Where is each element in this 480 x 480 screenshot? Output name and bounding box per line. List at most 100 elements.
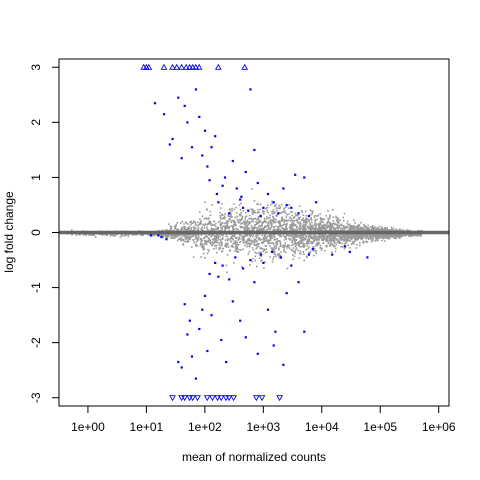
- y-tick-label: -1: [29, 282, 43, 293]
- significant-point: [348, 250, 351, 253]
- significant-point: [262, 206, 265, 209]
- significant-point: [221, 264, 224, 267]
- clipped-markers: [140, 63, 283, 402]
- significant-point: [186, 333, 189, 336]
- significant-point: [285, 204, 288, 207]
- significant-point: [307, 253, 310, 256]
- clipped-up-marker: [182, 63, 190, 70]
- significant-point: [210, 146, 213, 149]
- x-axis: 1e+00 1e+01 1e+02 1e+03 1e+04 1e+05 1e+06: [71, 406, 456, 434]
- significant-point: [277, 212, 280, 215]
- significant-point: [247, 209, 250, 212]
- y-axis-title: log fold change: [2, 191, 16, 273]
- significant-point: [183, 104, 186, 107]
- clipped-down-marker: [258, 395, 266, 402]
- significant-point: [157, 234, 160, 237]
- y-tick-label: 1: [29, 174, 43, 181]
- significant-point: [266, 308, 270, 311]
- significant-point: [285, 292, 288, 295]
- significant-point: [256, 181, 259, 185]
- significant-point: [244, 336, 247, 339]
- significant-point: [168, 143, 171, 146]
- significant-point: [183, 303, 186, 306]
- clipped-down-marker: [203, 395, 211, 402]
- significant-point: [242, 206, 245, 209]
- significant-point: [262, 261, 265, 264]
- significant-point: [180, 366, 183, 369]
- significant-point: [249, 259, 252, 262]
- significant-point: [303, 330, 306, 333]
- significant-point: [210, 314, 213, 317]
- grey-points: [66, 188, 423, 274]
- significant-point: [190, 355, 194, 358]
- significant-point: [259, 215, 262, 218]
- x-tick-label: 1e+06: [422, 420, 456, 434]
- clipped-down-marker: [214, 395, 221, 402]
- clipped-up-marker: [178, 63, 185, 70]
- significant-point: [214, 135, 217, 138]
- clipped-down-marker: [276, 395, 283, 402]
- significant-point: [266, 192, 270, 196]
- x-tick-label: 1e+05: [363, 420, 397, 434]
- significant-point: [217, 275, 220, 278]
- clipped-down-marker: [225, 395, 233, 402]
- clipped-up-marker: [195, 63, 203, 70]
- significant-point: [331, 253, 334, 256]
- significant-point: [290, 264, 293, 267]
- x-tick-label: 1e+03: [246, 420, 280, 434]
- x-tick-label: 1e+00: [71, 420, 105, 434]
- x-tick-label: 1e+04: [305, 420, 339, 434]
- y-tick-label: 3: [29, 64, 43, 71]
- clipped-up-marker: [160, 63, 168, 70]
- significant-point: [206, 349, 209, 353]
- significant-point: [228, 278, 231, 281]
- significant-point: [177, 360, 180, 364]
- significant-point: [242, 267, 245, 270]
- significant-point: [153, 102, 157, 105]
- significant-point: [201, 154, 204, 157]
- significant-point: [272, 344, 275, 347]
- significant-point: [198, 327, 201, 331]
- y-tick-label: -2: [29, 337, 43, 348]
- significant-point: [253, 281, 256, 284]
- significant-point: [194, 88, 197, 91]
- significant-point: [239, 198, 242, 201]
- significant-point: [297, 281, 300, 284]
- significant-point: [282, 363, 285, 366]
- significant-point: [228, 212, 231, 215]
- significant-point: [188, 319, 191, 322]
- y-tick-label: 2: [29, 119, 43, 126]
- clipped-down-marker: [252, 395, 260, 402]
- clipped-down-marker: [230, 395, 237, 402]
- significant-point: [239, 319, 242, 322]
- significant-point: [249, 88, 252, 91]
- clipped-up-marker: [169, 63, 176, 70]
- significant-point: [171, 137, 174, 141]
- significant-point: [165, 238, 168, 241]
- clipped-up-marker: [192, 63, 200, 70]
- significant-point: [279, 256, 283, 259]
- significant-point: [231, 300, 234, 303]
- clipped-down-marker: [189, 395, 197, 402]
- y-tick-label: -3: [29, 392, 43, 403]
- significant-point: [272, 201, 275, 204]
- significant-point: [274, 330, 277, 333]
- significant-point: [270, 250, 274, 253]
- significant-point: [244, 170, 247, 174]
- significant-point: [231, 159, 234, 163]
- clipped-up-marker: [214, 63, 222, 70]
- significant-point: [203, 294, 207, 297]
- significant-point: [294, 173, 297, 176]
- significant-points: [150, 88, 369, 380]
- significant-point: [240, 195, 243, 198]
- significant-point: [259, 253, 262, 256]
- significant-point: [220, 338, 223, 342]
- significant-point: [311, 248, 314, 251]
- significant-point: [198, 115, 201, 118]
- clipped-down-marker: [169, 395, 176, 402]
- significant-point: [203, 129, 207, 132]
- significant-point: [344, 245, 347, 248]
- significant-point: [303, 176, 306, 179]
- significant-point: [215, 192, 218, 196]
